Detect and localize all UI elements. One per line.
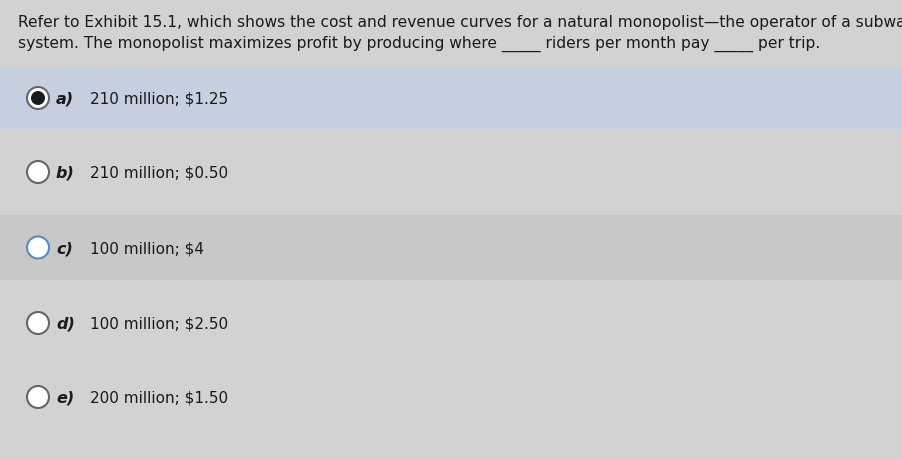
Text: c): c) xyxy=(56,241,73,256)
Text: 100 million; $2.50: 100 million; $2.50 xyxy=(90,316,228,331)
Text: b): b) xyxy=(56,165,75,180)
Circle shape xyxy=(27,162,49,184)
Text: 100 million; $4: 100 million; $4 xyxy=(90,241,204,256)
Circle shape xyxy=(27,312,49,334)
Text: e): e) xyxy=(56,390,74,405)
Text: d): d) xyxy=(56,316,75,331)
Circle shape xyxy=(27,237,49,259)
Text: 210 million; $0.50: 210 million; $0.50 xyxy=(90,165,228,180)
Circle shape xyxy=(31,92,45,106)
Text: a): a) xyxy=(56,91,74,106)
Circle shape xyxy=(27,88,49,110)
Text: Refer to Exhibit 15.1, which shows the cost and revenue curves for a natural mon: Refer to Exhibit 15.1, which shows the c… xyxy=(18,15,902,30)
Circle shape xyxy=(27,386,49,408)
Bar xyxy=(0,68,902,130)
Text: 210 million; $1.25: 210 million; $1.25 xyxy=(90,91,228,106)
Text: system. The monopolist maximizes profit by producing where _____ riders per mont: system. The monopolist maximizes profit … xyxy=(18,36,820,52)
Text: 200 million; $1.50: 200 million; $1.50 xyxy=(90,390,228,405)
Bar xyxy=(0,216,902,280)
